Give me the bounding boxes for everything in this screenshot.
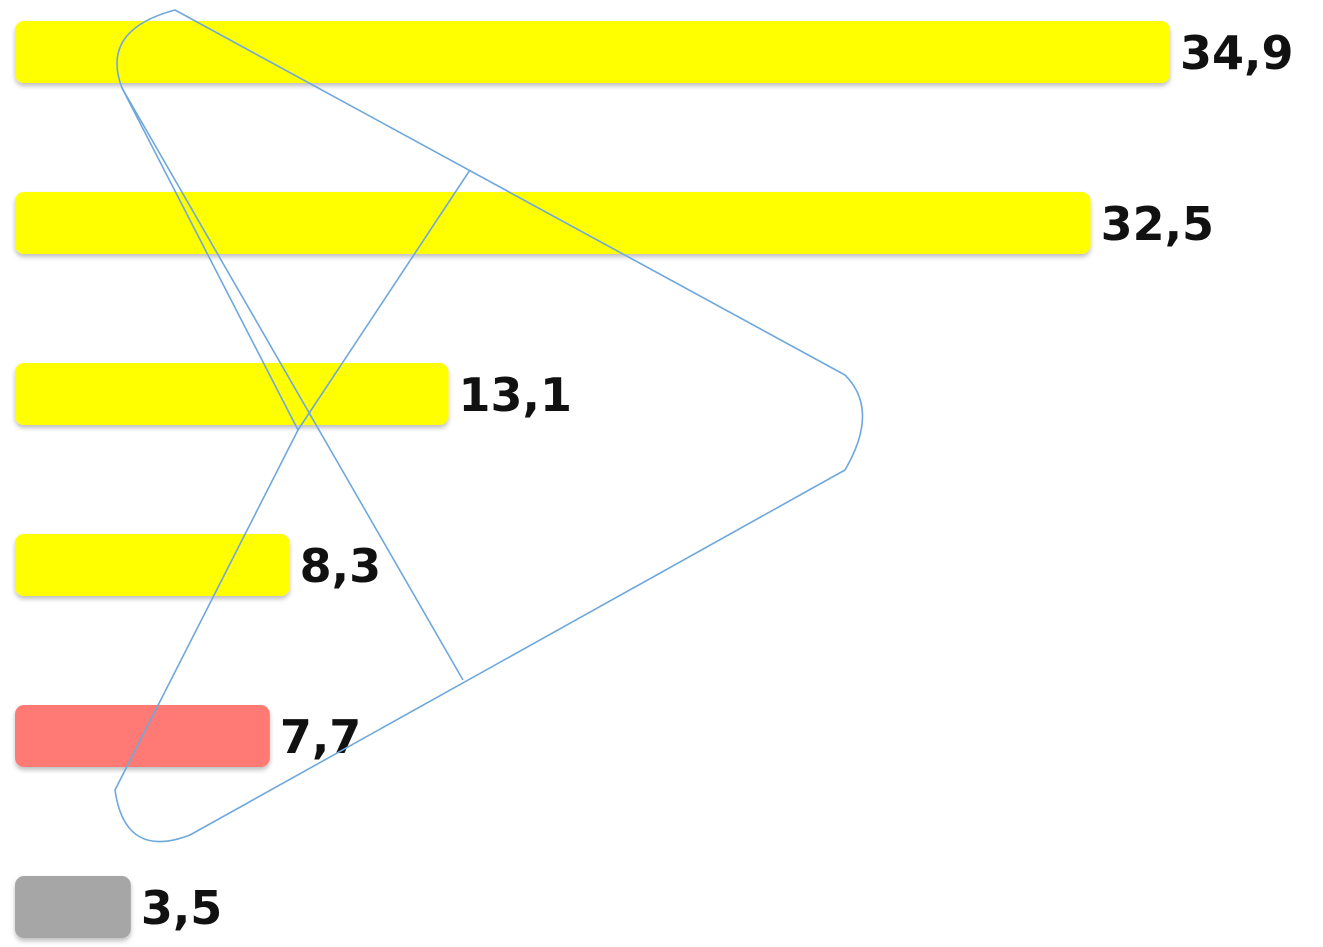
value-label-1: 34,9 bbox=[1180, 26, 1294, 80]
bar-4 bbox=[15, 534, 290, 596]
bar-2 bbox=[15, 192, 1091, 254]
value-label-3: 13,1 bbox=[459, 368, 573, 422]
value-label-6: 3,5 bbox=[141, 881, 223, 935]
play-logo-line-b bbox=[297, 169, 471, 431]
play-logo-overlay bbox=[114, 9, 864, 843]
play-logo-outline bbox=[114, 9, 864, 843]
value-label-5: 7,7 bbox=[280, 710, 362, 764]
value-label-4: 8,3 bbox=[300, 539, 382, 593]
bar-6 bbox=[15, 876, 131, 938]
bar-3 bbox=[15, 363, 449, 425]
bars-group bbox=[15, 21, 1170, 938]
value-labels-group: 34,9 32,5 13,1 8,3 7,7 3,5 bbox=[141, 26, 1294, 935]
bar-1 bbox=[15, 21, 1170, 83]
play-logo-line-a bbox=[121, 87, 464, 681]
value-label-2: 32,5 bbox=[1101, 197, 1215, 251]
